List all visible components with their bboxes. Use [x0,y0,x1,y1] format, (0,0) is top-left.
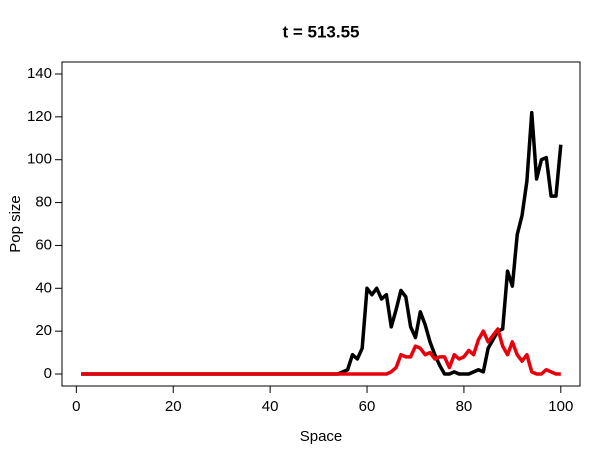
x-tick-label: 80 [456,398,473,415]
y-tick-label: 80 [35,194,52,211]
x-tick-label: 60 [359,398,376,415]
y-axis-label: Pop size [7,195,24,253]
data-line [81,110,563,376]
chart-title: t = 513.55 [282,22,359,41]
data-line [81,327,561,376]
x-axis-label: Space [300,428,343,445]
x-tick-label: 0 [72,398,80,415]
x-tick-label: 20 [165,398,182,415]
y-tick-label: 120 [27,108,52,125]
y-tick-label: 100 [27,151,52,168]
y-tick-label: 20 [35,322,52,339]
plot-frame [61,61,581,387]
x-tick-label: 40 [262,398,279,415]
y-tick-label: 0 [44,365,52,382]
y-tick-label: 40 [35,279,52,296]
x-tick-label: 100 [548,398,573,415]
y-tick-label: 140 [27,65,52,82]
y-tick-label: 60 [35,236,52,253]
